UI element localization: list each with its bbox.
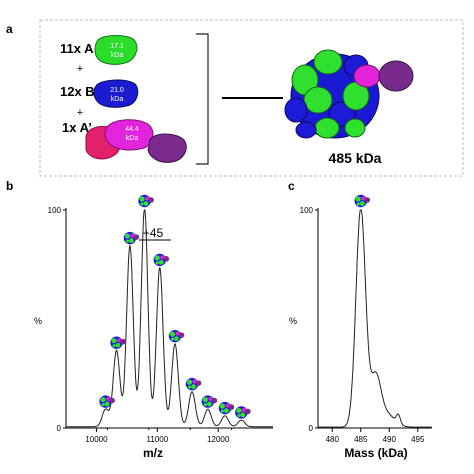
panel-b-y-unit: % — [34, 316, 42, 326]
panel-b-y-tick-label: 0 — [57, 424, 62, 433]
subunit-b-count: 12x B — [60, 84, 95, 99]
peak-complex-icon — [354, 194, 371, 208]
subunit-aprime-magenta-lobe — [104, 119, 154, 151]
subunit-b-mass: 21.0 — [110, 87, 124, 94]
peak-complex-icon — [153, 253, 170, 267]
panel-c-y-unit: % — [289, 316, 297, 326]
peak-complex-icon — [138, 194, 154, 208]
panel-b-x-tick-label: 10000 — [85, 435, 108, 444]
panel-c-x-tick-label: 495 — [411, 435, 425, 444]
panel-c-x-label: Mass (kDa) — [344, 446, 407, 460]
subunit-aprime-purple-lobe — [147, 133, 187, 163]
peak-complex-icon — [235, 406, 251, 419]
plus-sign-1: + — [77, 63, 83, 75]
subunit-aprime-mass: 44.4 — [125, 126, 139, 133]
bracket — [196, 33, 209, 165]
panel-a-frame — [39, 19, 464, 177]
panel-c-x-tick-label: 480 — [326, 435, 340, 444]
panel-b-chart: % m/z +45 10000 11000 12000 0 100 — [34, 194, 273, 460]
subunit-aprime-unit: kDa — [126, 135, 139, 142]
subunit-aprime-count: 1x A’ — [62, 120, 92, 135]
panel-b-label: b — [6, 179, 13, 193]
panel-b-x-tick-label: 11000 — [146, 435, 168, 444]
peak-complex-icon — [218, 401, 235, 415]
subunit-legend: 11x A + 12x B + 1x A’ 17.1 kDa 21.0 kDa … — [60, 35, 187, 163]
panel-b-x-label: m/z — [143, 446, 163, 460]
panel-c-x-tick-label: 490 — [383, 435, 397, 444]
subunit-a-blob — [94, 35, 138, 65]
panel-c-y-tick-label: 0 — [309, 424, 314, 433]
complex-mass-label: 485 kDa — [329, 150, 382, 166]
panel-c-x-tick-label: 485 — [354, 435, 368, 444]
subunit-b-unit: kDa — [111, 96, 124, 103]
peak-complex-icon — [201, 395, 218, 408]
plus-sign-2: + — [77, 107, 83, 119]
panel-c-label: c — [288, 179, 295, 193]
panel-c-spectrum-line — [318, 209, 432, 428]
peak-complex-icon — [99, 395, 115, 408]
peak-complex-icon — [123, 231, 140, 245]
panel-a-label: a — [6, 22, 13, 36]
peak-complex-icon — [110, 336, 126, 349]
panel-b-y-tick-label: 100 — [48, 206, 62, 215]
subunit-b-blob — [93, 79, 139, 108]
panel-c-chart: % Mass (kDa) 480 485 490 495 0 100 — [289, 194, 432, 460]
panel-b-spectrum-line — [66, 209, 273, 428]
subunit-a-count: 11x A — [60, 41, 94, 56]
complex-structure — [284, 49, 414, 139]
panel-b-spacing-label: +45 — [143, 226, 164, 240]
panel-b-x-tick-label: 12000 — [207, 435, 230, 444]
subunit-a-unit: kDa — [111, 52, 124, 59]
peak-complex-icon — [168, 329, 185, 343]
subunit-a-mass: 17.1 — [110, 43, 124, 50]
panel-c-y-tick-label: 100 — [300, 206, 314, 215]
peak-complex-icon — [185, 377, 202, 391]
